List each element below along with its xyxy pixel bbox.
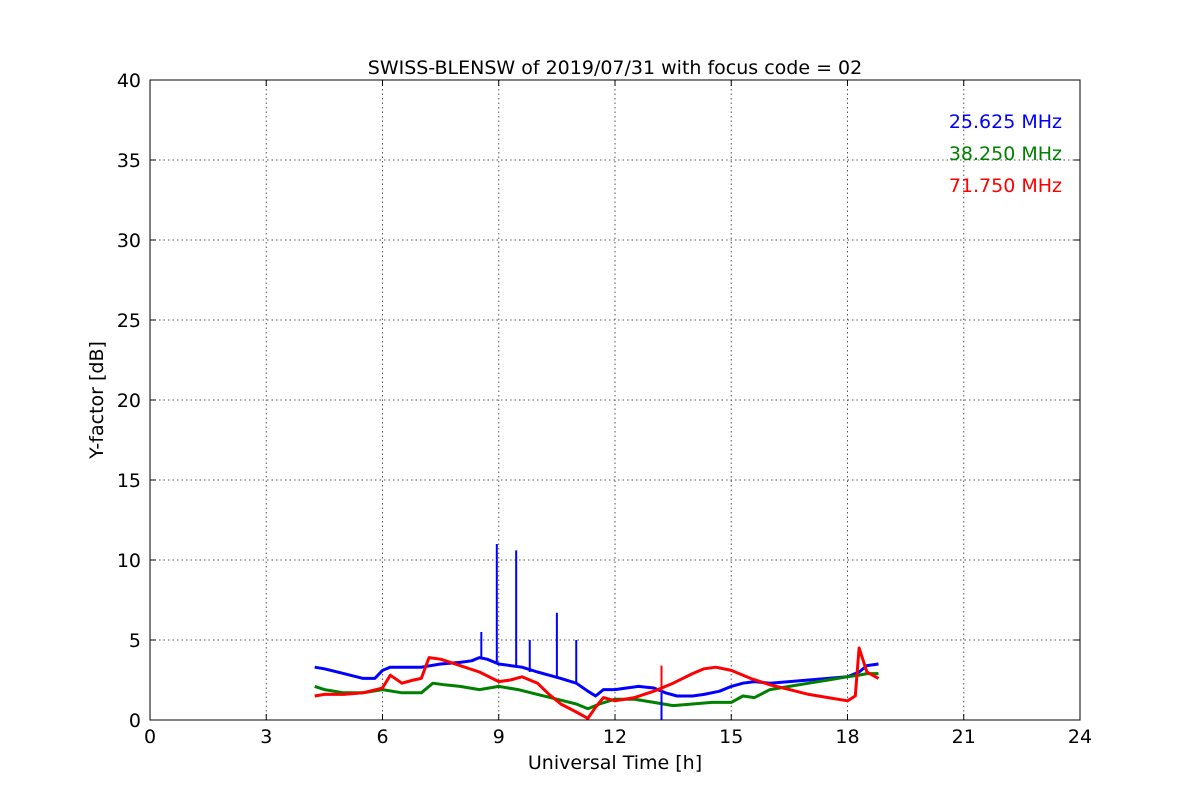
y-tick-label: 5 bbox=[129, 630, 141, 652]
y-tick-label: 15 bbox=[117, 470, 141, 492]
x-tick-label: 12 bbox=[603, 726, 627, 748]
y-tick-label: 40 bbox=[117, 70, 141, 92]
y-tick-label: 0 bbox=[129, 710, 141, 732]
legend: 25.625 MHz 38.250 MHz 71.750 MHz bbox=[949, 111, 1062, 197]
x-tick-label: 18 bbox=[835, 726, 859, 748]
y-axis-label: Y-factor [dB] bbox=[86, 341, 108, 460]
x-tick-label: 0 bbox=[144, 726, 156, 748]
x-tick-label: 3 bbox=[260, 726, 272, 748]
ticks: 0 3 6 9 12 15 18 21 24 0 5 10 15 20 25 30 35 40 bbox=[117, 70, 1092, 748]
legend-entry-2: 71.750 MHz bbox=[949, 175, 1062, 197]
y-tick-label: 25 bbox=[117, 310, 141, 332]
x-tick-label: 15 bbox=[719, 726, 743, 748]
y-tick-label: 30 bbox=[117, 230, 141, 252]
legend-entry-0: 25.625 MHz bbox=[949, 111, 1062, 133]
x-tick-label: 6 bbox=[376, 726, 388, 748]
y-tick-label: 35 bbox=[117, 150, 141, 172]
x-axis-label: Universal Time [h] bbox=[528, 752, 702, 774]
y-tick-label: 10 bbox=[117, 550, 141, 572]
series-layer bbox=[314, 544, 880, 720]
x-tick-label: 21 bbox=[952, 726, 976, 748]
x-tick-label: 9 bbox=[493, 726, 505, 748]
legend-entry-1: 38.250 MHz bbox=[949, 143, 1062, 165]
y-tick-label: 20 bbox=[117, 390, 141, 412]
chart-title: SWISS-BLENSW of 2019/07/31 with focus co… bbox=[368, 57, 862, 79]
series-line-2 bbox=[314, 646, 880, 720]
x-tick-label: 24 bbox=[1068, 726, 1092, 748]
